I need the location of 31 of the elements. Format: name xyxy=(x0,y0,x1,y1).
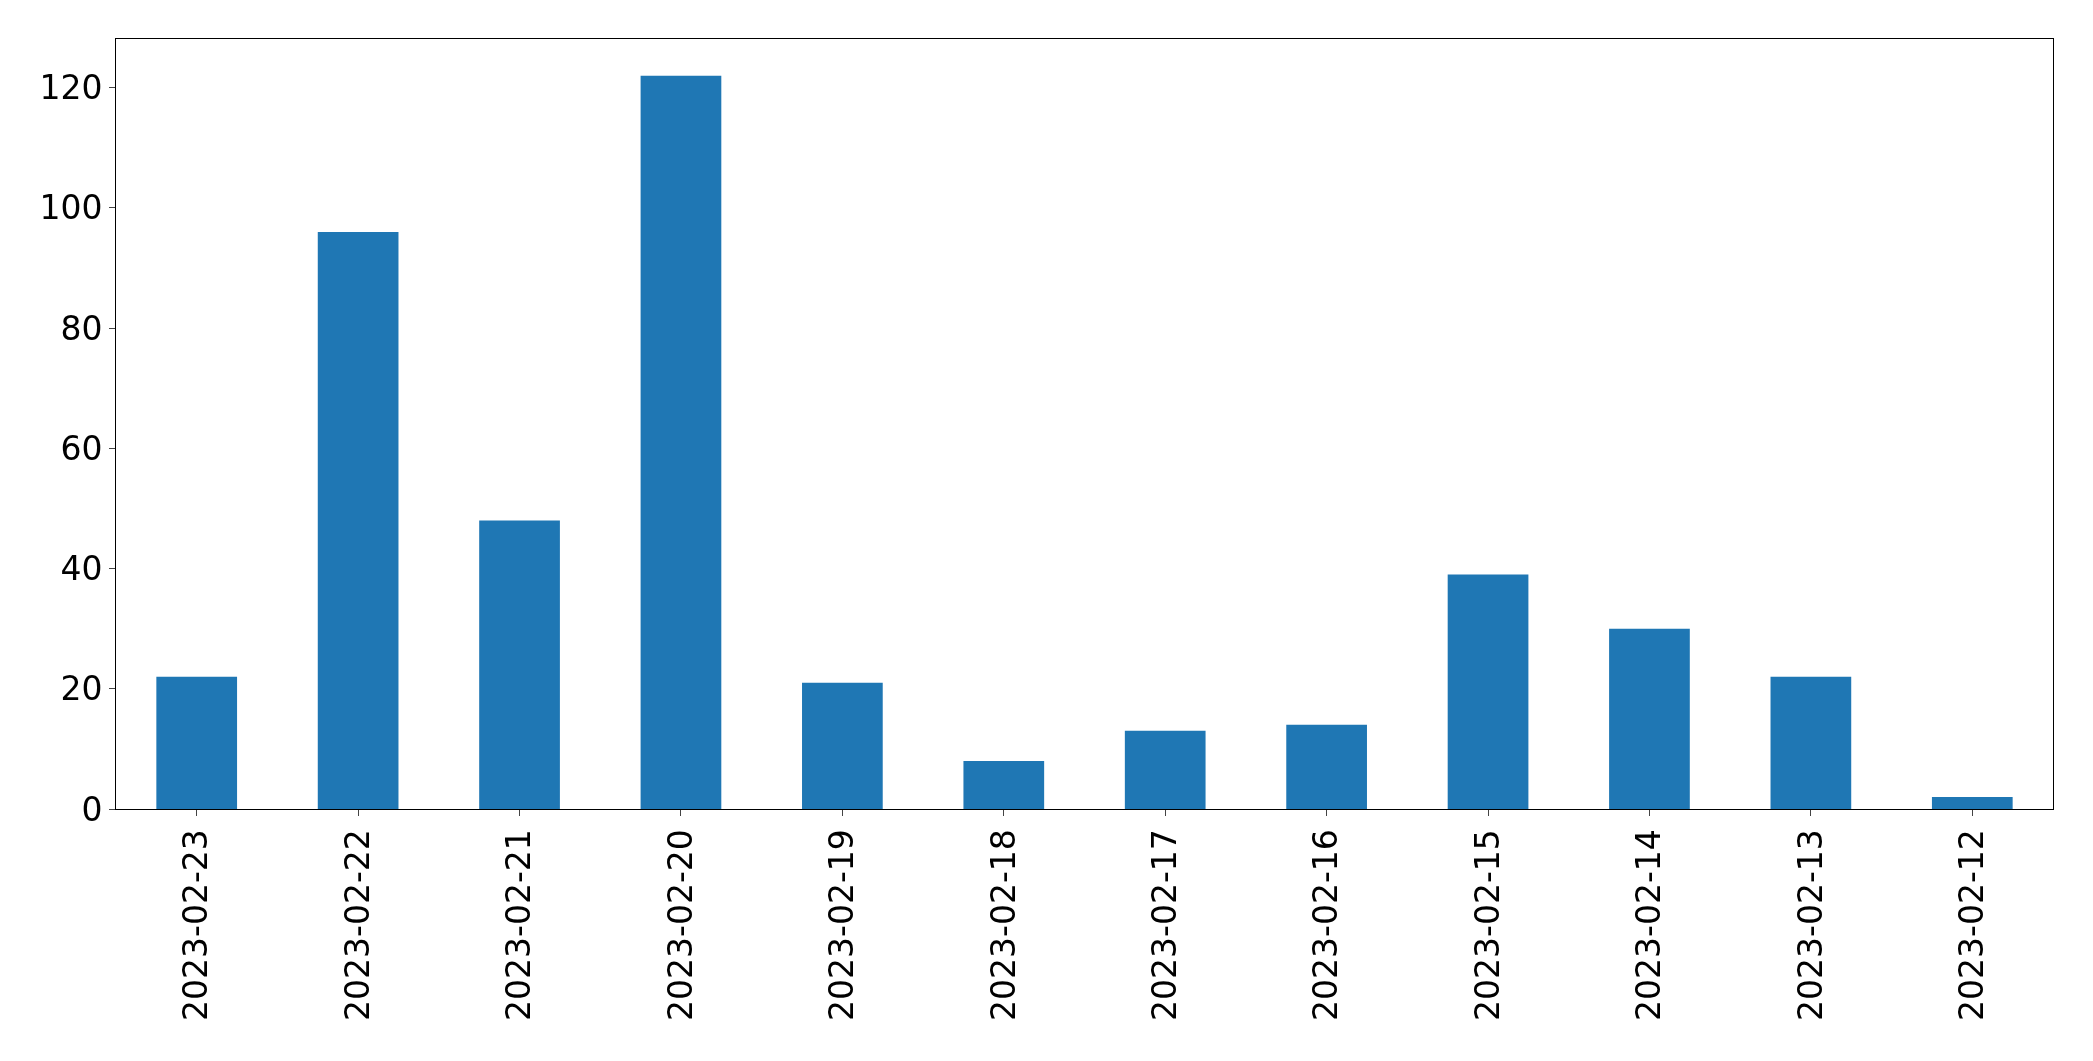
x-tick-label: 2023-02-14 xyxy=(1629,829,1669,1021)
bar xyxy=(317,231,399,809)
y-tick-label: 40 xyxy=(60,549,103,589)
x-tick-label: 2023-02-18 xyxy=(983,829,1023,1021)
bar xyxy=(1447,574,1529,809)
bar xyxy=(1124,730,1206,809)
x-tick-label: 2023-02-23 xyxy=(176,829,216,1021)
bar xyxy=(1931,796,2013,809)
x-tick-label: 2023-02-12 xyxy=(1952,829,1992,1021)
y-tick-label: 100 xyxy=(39,188,103,228)
bar xyxy=(1286,724,1367,809)
x-tick-label: 2023-02-16 xyxy=(1306,829,1346,1021)
bar xyxy=(1770,676,1852,809)
x-tick-label: 2023-02-19 xyxy=(822,829,862,1021)
x-tick-label: 2023-02-20 xyxy=(660,829,700,1021)
x-tick-label: 2023-02-15 xyxy=(1467,829,1507,1021)
bar xyxy=(156,676,238,809)
y-tick-label: 20 xyxy=(60,669,103,709)
y-tick-label: 80 xyxy=(60,308,103,348)
bar xyxy=(640,75,722,809)
y-tick-label: 0 xyxy=(81,789,103,829)
y-tick-label: 60 xyxy=(60,428,103,468)
bar xyxy=(802,682,883,809)
y-tick-label: 120 xyxy=(39,68,103,108)
bar xyxy=(1609,628,1690,809)
x-tick-label: 2023-02-13 xyxy=(1790,829,1830,1021)
x-tick-label: 2023-02-17 xyxy=(1144,829,1184,1021)
bar xyxy=(479,520,560,809)
x-tick-label: 2023-02-22 xyxy=(337,829,377,1021)
bar xyxy=(963,760,1045,809)
x-tick-label: 2023-02-21 xyxy=(499,829,539,1021)
